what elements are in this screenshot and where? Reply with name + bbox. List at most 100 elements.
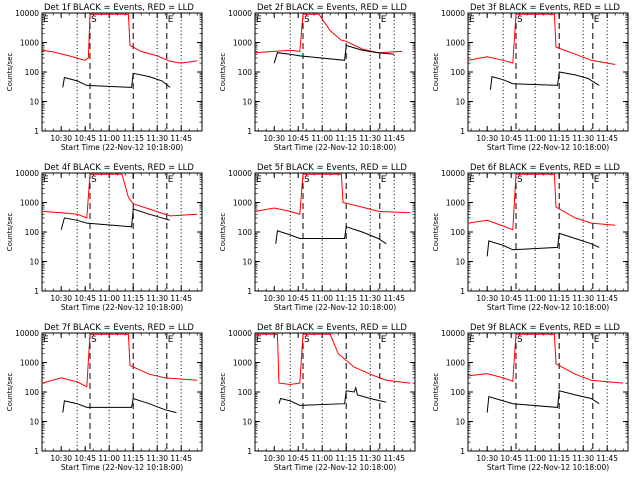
x-tick-label: 11:45 [383,134,405,143]
plot-frame [467,172,629,292]
x-tick-label: 11:00 [524,454,546,463]
x-tick-label: 11:30 [572,134,594,143]
x-axis-label: Start Time (22-Nov-12 10:18:00) [487,463,609,472]
y-tick-label: 10 [242,258,252,267]
plot-frame [41,12,203,132]
event-marker-label: E [256,15,262,25]
event-marker-label: E [43,175,49,185]
x-tick-label: 11:45 [596,134,618,143]
series-line-red [41,13,198,64]
y-tick-label: 1 [34,127,39,136]
y-tick-label: 1 [247,447,252,456]
y-tick-label: 10 [29,98,39,107]
x-axis-label: Start Time (22-Nov-12 10:18:00) [274,303,396,312]
y-tick-label: 1000 [446,359,465,368]
series-line-black [62,397,177,414]
plot-title: Det 5f BLACK = Events, RED = LLD [257,163,407,173]
y-tick-label: 10 [29,258,39,267]
plot-frame [467,12,629,132]
x-tick-label: 10:45 [287,294,309,303]
y-tick-label: 1 [460,447,465,456]
series-line-black [278,385,387,406]
x-tick-label: 11:30 [359,294,381,303]
series-line-black [62,72,171,88]
series-line-red [254,13,403,54]
x-tick-label: 11:15 [335,454,357,463]
event-marker-label: E [43,15,49,25]
y-axis-label: Counts/sec [219,373,227,412]
x-tick-label: 11:30 [359,454,381,463]
event-marker-label: S [91,335,97,345]
detector-plot-4: Det 4f BLACK = Events, RED = LLD Counts/s… [6,163,203,312]
y-tick-label: 1000 [20,359,39,368]
event-marker-label: E [168,335,174,345]
series-line-red [467,13,616,65]
x-tick-label: 11:00 [98,134,120,143]
plot-frame [41,172,203,292]
x-tick-label: 11:15 [335,294,357,303]
y-tick-label: 100 [25,388,40,397]
x-axis-label: Start Time (22-Nov-12 10:18:00) [487,303,609,312]
x-tick-label: 11:15 [335,134,357,143]
y-axis-label: Counts/sec [6,213,14,252]
x-tick-label: 11:45 [383,454,405,463]
plot-title: Det 8f BLACK = Events, RED = LLD [257,323,407,333]
y-tick-label: 1000 [20,199,39,208]
event-marker-label: E [594,335,600,345]
event-marker-label: S [304,175,310,185]
series-line-black [275,226,387,245]
x-tick-label: 10:45 [500,134,522,143]
x-tick-label: 11:15 [122,134,144,143]
y-tick-label: 10 [29,418,39,427]
x-tick-label: 11:15 [122,294,144,303]
x-tick-label: 10:30 [476,294,498,303]
x-tick-label: 11:45 [383,294,405,303]
event-marker-label: E [381,335,387,345]
series-line-black [489,71,600,90]
x-tick-label: 10:30 [50,134,72,143]
y-tick-label: 10 [455,418,465,427]
y-axis-label: Counts/sec [432,213,440,252]
event-marker-label: E [381,15,387,25]
x-tick-label: 10:45 [74,454,96,463]
x-tick-label: 11:15 [548,294,570,303]
x-tick-label: 11:15 [548,134,570,143]
y-tick-label: 1 [247,127,252,136]
plot-frame [254,172,416,292]
x-tick-label: 11:00 [311,134,333,143]
x-tick-label: 10:30 [50,294,72,303]
y-tick-label: 100 [238,68,253,77]
detector-plot-6: Det 6f BLACK = Events, RED = LLD Counts/s… [432,163,629,312]
detector-plot-9: Det 9f BLACK = Events, RED = LLD Counts/s… [432,323,629,472]
y-tick-label: 10 [242,418,252,427]
detector-plot-3: Det 3f BLACK = Events, RED = LLD Counts/s… [432,3,629,152]
y-tick-label: 10000 [441,169,465,178]
y-axis-label: Counts/sec [219,213,227,252]
x-tick-label: 10:30 [476,454,498,463]
plot-frame [467,332,629,452]
plot-frame [41,332,203,452]
x-tick-label: 10:45 [500,294,522,303]
event-marker-label: E [469,15,475,25]
x-tick-label: 10:45 [287,454,309,463]
x-tick-label: 11:45 [170,294,192,303]
x-axis-label: Start Time (22-Nov-12 10:18:00) [274,143,396,152]
x-tick-label: 11:00 [311,294,333,303]
x-tick-label: 10:45 [74,134,96,143]
detector-plot-2: Det 2f BLACK = Events, RED = LLD Counts/s… [219,3,416,152]
detector-plot-7: Det 7f BLACK = Events, RED = LLD Counts/s… [6,323,203,472]
series-line-black [486,232,600,257]
series-line-black [60,208,171,230]
x-tick-label: 11:30 [572,454,594,463]
series-line-red [41,173,198,219]
event-marker-label: S [304,15,310,25]
y-axis-label: Counts/sec [432,373,440,412]
event-marker-label: E [256,335,262,345]
series-line-red [467,333,624,384]
y-tick-label: 100 [238,388,253,397]
y-tick-label: 100 [451,228,466,237]
x-tick-label: 11:00 [98,454,120,463]
x-tick-label: 10:45 [287,134,309,143]
y-tick-label: 10000 [441,329,465,338]
event-marker-label: E [594,175,600,185]
